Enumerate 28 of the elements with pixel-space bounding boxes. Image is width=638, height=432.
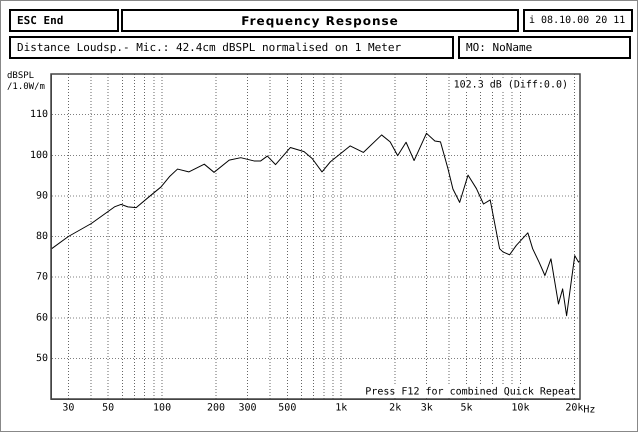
x-tick-label: 2k: [389, 402, 402, 414]
chart-title: Frequency Response: [121, 9, 519, 32]
x-tick-label: 30: [62, 402, 74, 414]
y-tick-label: 90: [36, 190, 48, 202]
x-axis-title: Hz: [583, 404, 596, 416]
annotation: Press F12 for combined Quick Repeat: [365, 386, 576, 398]
x-tick-label: 1k: [335, 402, 348, 414]
y-tick-label: 50: [36, 352, 48, 364]
x-tick-label: 3k: [420, 402, 433, 414]
x-tick-label: 500: [278, 402, 296, 414]
y-tick-label: 100: [30, 150, 48, 161]
chart-subtitle: Distance Loudsp.- Mic.: 42.4cm dBSPL normalised on 1 Meter: [9, 36, 454, 59]
text: i 08.10.00 20 11: [523, 9, 633, 32]
annotation: 102.3 dB (Diff:0.0): [454, 80, 568, 91]
x-tick-label: 300: [238, 402, 257, 414]
x-tick-label: 10k: [511, 402, 530, 414]
text: ESC End: [9, 9, 119, 32]
x-tick-label: 20k: [565, 402, 584, 414]
y-tick-label: 110: [30, 109, 48, 120]
x-tick-label: 100: [153, 402, 172, 414]
y-axis-title: dBSPL /1.0W/m: [7, 71, 46, 93]
text: MO: NoName: [458, 36, 631, 59]
x-tick-label: 5k: [460, 402, 473, 414]
y-tick-label: 60: [36, 312, 48, 324]
x-tick-label: 200: [206, 402, 226, 414]
y-tick-label: 80: [36, 231, 48, 242]
y-tick-label: 70: [36, 272, 48, 283]
x-tick-label: 50: [102, 402, 114, 414]
